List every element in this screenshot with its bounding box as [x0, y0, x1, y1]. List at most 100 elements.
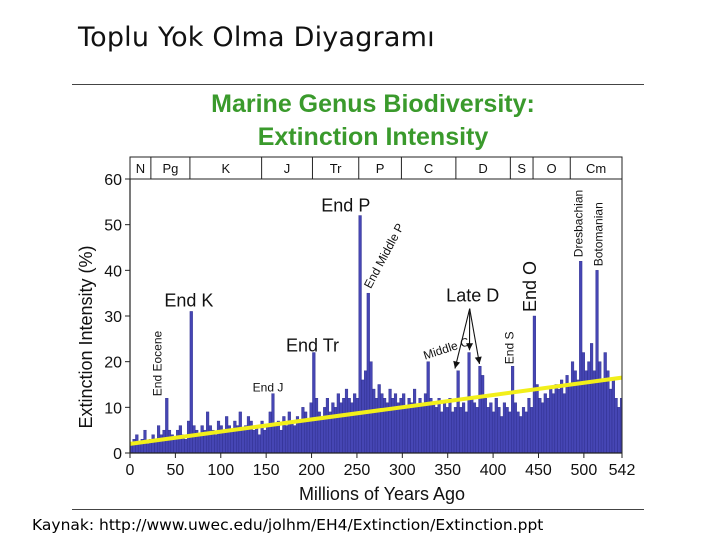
y-tick-label: 30 — [104, 309, 122, 326]
annotation-label: End S — [502, 331, 516, 364]
bar — [513, 402, 517, 454]
bar — [464, 411, 468, 454]
period-label: J — [284, 161, 291, 176]
bar — [538, 398, 542, 454]
bar — [197, 434, 202, 454]
bar — [279, 429, 283, 454]
bar — [467, 352, 471, 454]
annotation-label: End P — [321, 196, 370, 216]
bar — [388, 388, 392, 454]
bar — [176, 429, 180, 454]
bar — [541, 402, 545, 454]
bar — [306, 420, 310, 454]
bar — [257, 434, 261, 454]
bar — [293, 425, 297, 454]
bar — [614, 398, 618, 454]
annotation-label: Dresbachian — [571, 190, 585, 257]
y-tick-label: 20 — [104, 355, 122, 372]
bar — [298, 420, 302, 454]
bar — [336, 393, 340, 454]
bar — [516, 411, 520, 454]
bar — [410, 402, 414, 454]
bar — [603, 352, 607, 454]
x-tick-label: 0 — [126, 462, 135, 479]
bar — [554, 384, 558, 454]
late-d-arrowhead — [466, 343, 474, 351]
annotation-label: Late D — [446, 286, 499, 306]
late-d-arrowhead — [453, 360, 461, 369]
bar — [265, 425, 270, 454]
bar — [481, 375, 485, 454]
bar — [366, 292, 370, 454]
slide-title: Toplu Yok Olma Diyagramı — [78, 22, 435, 53]
bar — [505, 407, 509, 454]
bar — [451, 411, 455, 454]
trend-line — [129, 375, 623, 446]
period-label: P — [376, 161, 385, 176]
bar — [459, 407, 463, 454]
bar — [448, 398, 452, 454]
x-tick-label: 200 — [298, 462, 325, 479]
bar — [312, 352, 316, 454]
extinction-chart: Marine Genus Biodiversity: Extinction In… — [76, 90, 635, 504]
bar — [511, 366, 515, 454]
bar — [355, 398, 359, 454]
bar — [442, 402, 447, 454]
bar — [595, 270, 599, 454]
bar — [233, 420, 237, 454]
chart-title-line1: Marine Genus Biodiversity: — [211, 90, 535, 118]
y-tick-label: 40 — [104, 263, 122, 280]
bar — [475, 407, 479, 454]
bar — [173, 439, 177, 454]
bar — [570, 361, 575, 454]
y-tick-label: 10 — [104, 400, 122, 417]
bar — [342, 398, 346, 454]
bar — [606, 370, 610, 454]
bar — [413, 388, 417, 454]
x-tick-label: 450 — [525, 462, 552, 479]
bar — [445, 407, 449, 454]
x-tick-label: 500 — [571, 462, 598, 479]
bar — [159, 434, 163, 454]
axes-group: 0 10 20 30 40 50 60 0 50 100 150 200 250 300 350 400 450… — [104, 172, 635, 479]
bar — [178, 425, 182, 454]
bar — [415, 407, 419, 454]
bar — [598, 361, 602, 454]
bar — [508, 411, 512, 454]
bar — [151, 434, 155, 454]
bar — [287, 411, 291, 454]
bar — [440, 411, 444, 454]
bar — [347, 398, 351, 454]
x-tick-label: 350 — [434, 462, 461, 479]
x-tick-label: 542 — [609, 462, 636, 479]
bar — [560, 379, 564, 454]
bar — [617, 407, 621, 454]
x-axis-label: Millions of Years Ago — [299, 484, 465, 504]
bar — [502, 402, 506, 454]
bar — [353, 393, 357, 454]
x-tick-label: 100 — [207, 462, 234, 479]
bar — [437, 398, 441, 454]
bar — [274, 425, 278, 454]
period-label: Tr — [330, 161, 342, 176]
late-d-arrowhead — [474, 356, 482, 364]
bar — [162, 429, 166, 454]
bar — [551, 393, 556, 454]
bar — [611, 379, 615, 454]
bar — [165, 398, 169, 454]
bar — [429, 398, 433, 454]
bar — [568, 384, 572, 454]
bar — [339, 402, 343, 454]
bar — [255, 425, 259, 454]
bar — [470, 398, 474, 454]
bar — [590, 343, 594, 454]
bar — [331, 402, 335, 454]
bar — [579, 260, 583, 454]
bar — [216, 420, 221, 454]
bar — [432, 402, 436, 454]
annotation-label: End Eocene — [151, 330, 165, 396]
bar — [241, 429, 245, 454]
bar — [609, 388, 613, 454]
y-tick-label: 0 — [113, 446, 122, 463]
bar — [380, 393, 384, 454]
